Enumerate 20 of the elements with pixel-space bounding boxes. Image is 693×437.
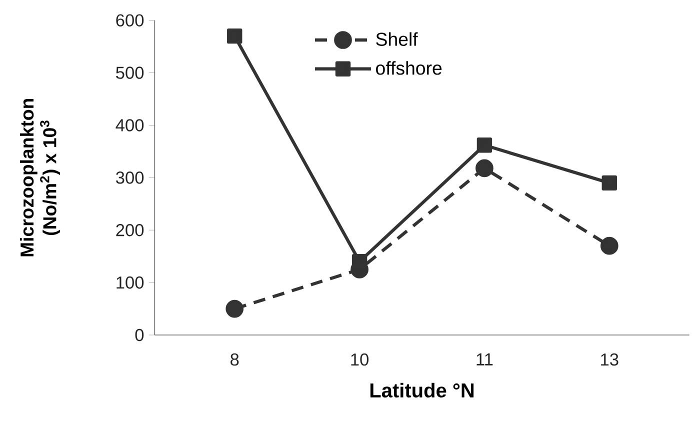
x-tick-label: 13	[601, 353, 618, 366]
y-tick-label: 500	[116, 66, 144, 79]
y-tick-label: 200	[116, 224, 144, 236]
point	[476, 138, 492, 153]
y-tick-label: 100	[116, 276, 144, 289]
y-tick-label: 300	[116, 172, 144, 184]
y-tick-label: 600	[116, 14, 144, 26]
x-axis-title: Latitude °N	[370, 382, 474, 398]
x-tick-label: 10	[351, 353, 369, 366]
x-tick-label: 8	[230, 353, 239, 366]
y-tick-label: 0	[135, 328, 144, 342]
point	[226, 300, 244, 318]
x-tick-label: 11	[476, 353, 493, 366]
legend-label: offshore	[376, 61, 442, 75]
point	[602, 175, 617, 191]
point	[600, 236, 618, 255]
point	[227, 28, 242, 44]
point	[476, 159, 494, 178]
legend-label: Shelf	[376, 32, 418, 46]
y-tick-label: 400	[116, 119, 144, 132]
